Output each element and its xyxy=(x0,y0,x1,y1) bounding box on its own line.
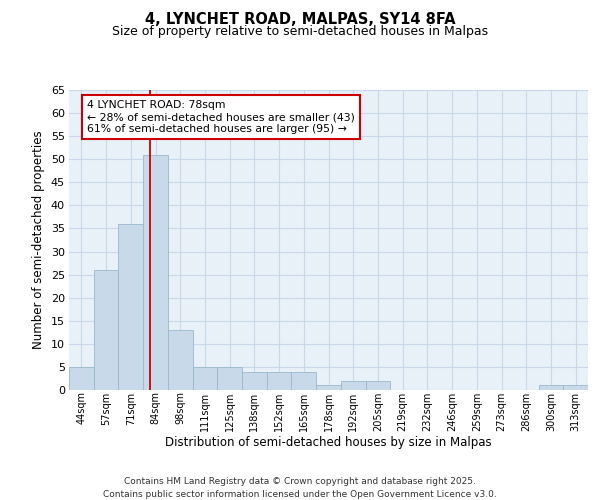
Text: Size of property relative to semi-detached houses in Malpas: Size of property relative to semi-detach… xyxy=(112,25,488,38)
Bar xyxy=(69,367,94,390)
Bar xyxy=(341,381,365,390)
Bar xyxy=(316,386,341,390)
Bar xyxy=(365,381,390,390)
Y-axis label: Number of semi-detached properties: Number of semi-detached properties xyxy=(32,130,45,350)
Bar xyxy=(143,154,168,390)
Bar xyxy=(118,224,143,390)
Bar xyxy=(193,367,217,390)
Text: 4 LYNCHET ROAD: 78sqm
← 28% of semi-detached houses are smaller (43)
61% of semi: 4 LYNCHET ROAD: 78sqm ← 28% of semi-deta… xyxy=(87,100,355,134)
Text: 4, LYNCHET ROAD, MALPAS, SY14 8FA: 4, LYNCHET ROAD, MALPAS, SY14 8FA xyxy=(145,12,455,28)
Bar xyxy=(292,372,316,390)
Bar xyxy=(539,386,563,390)
Bar xyxy=(242,372,267,390)
Text: Contains HM Land Registry data © Crown copyright and database right 2025.: Contains HM Land Registry data © Crown c… xyxy=(124,478,476,486)
Bar xyxy=(168,330,193,390)
Bar xyxy=(94,270,118,390)
Text: Contains public sector information licensed under the Open Government Licence v3: Contains public sector information licen… xyxy=(103,490,497,499)
Bar xyxy=(267,372,292,390)
Bar xyxy=(563,386,588,390)
Bar xyxy=(217,367,242,390)
X-axis label: Distribution of semi-detached houses by size in Malpas: Distribution of semi-detached houses by … xyxy=(165,436,492,450)
